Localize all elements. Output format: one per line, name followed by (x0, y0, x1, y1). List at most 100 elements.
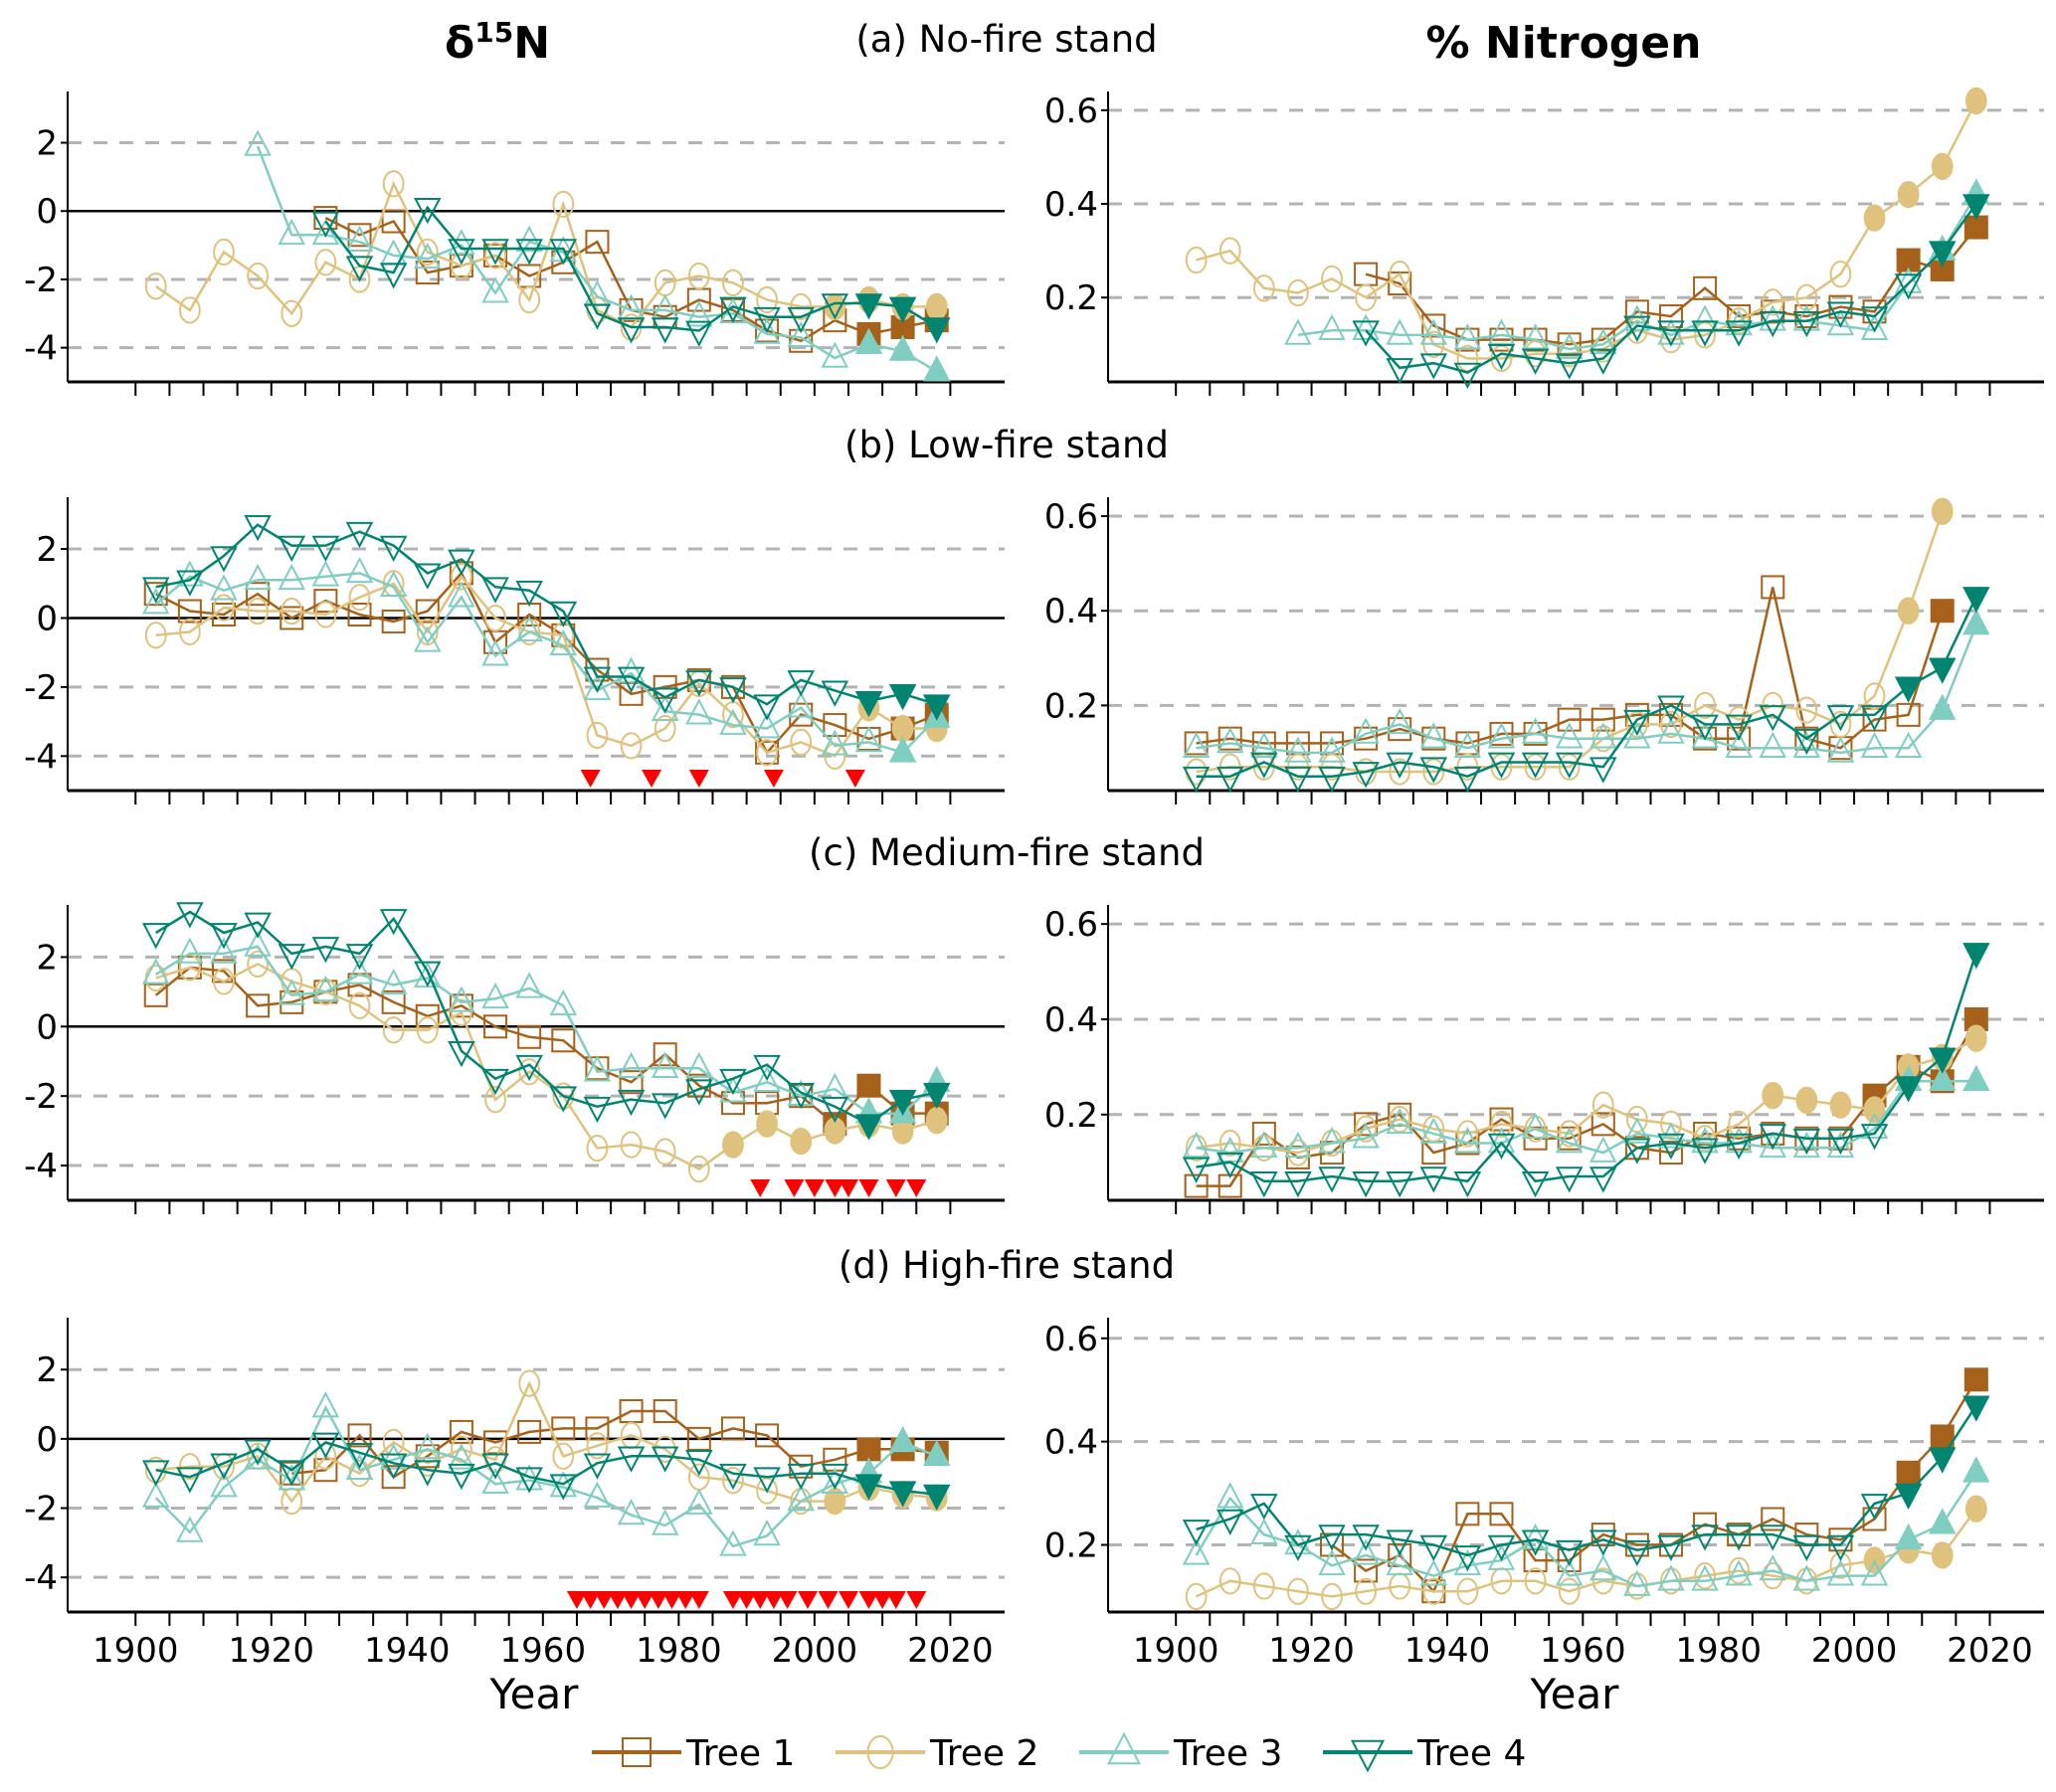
data-point (1182, 731, 1211, 758)
fire-event-marker (675, 1591, 696, 1609)
series-line (256, 145, 938, 373)
series-line (1365, 203, 1977, 374)
data-point (1456, 344, 1479, 373)
data-point (1558, 1577, 1581, 1605)
data-point (177, 955, 202, 980)
data-point (1694, 691, 1716, 720)
data-point (483, 1014, 508, 1039)
data-point (1623, 315, 1651, 342)
data-point (1182, 1157, 1211, 1183)
data-point (787, 1485, 815, 1512)
data-point (888, 334, 917, 361)
data-point (247, 262, 270, 290)
data-point (481, 982, 509, 1009)
data-point (549, 239, 578, 266)
data-point (1759, 1131, 1786, 1159)
data-point (854, 725, 883, 753)
x-tick-label: 1920 (229, 1631, 315, 1671)
fire-event-marker (906, 1591, 927, 1609)
data-point (821, 680, 849, 707)
panel-3-d15N: 2 0 -2 -4 1900 1920 1940 1960 1980 2000 2020 (24, 1318, 1005, 1671)
data-point (1657, 1122, 1685, 1149)
data-point (922, 317, 951, 344)
data-point (1964, 1024, 1987, 1052)
series-line (1196, 1079, 1976, 1155)
data-point (756, 285, 778, 314)
data-point (1795, 696, 1818, 724)
data-point (753, 317, 781, 344)
data-point (549, 601, 578, 627)
data-point (143, 983, 168, 1007)
panel-title: (c) Medium-fire stand (809, 831, 1205, 874)
data-point (854, 690, 883, 718)
fire-event-marker (825, 1179, 845, 1197)
data-point (821, 1463, 849, 1491)
fire-event-marker (839, 1179, 858, 1197)
data-point (583, 1096, 612, 1124)
data-point (1894, 731, 1923, 758)
series-line (155, 523, 938, 706)
y-tick-label: 2 (36, 530, 58, 570)
data-point (651, 694, 679, 721)
data-point (685, 1051, 713, 1079)
x-tick-label: 1920 (1268, 1631, 1355, 1671)
data-point (1419, 318, 1448, 345)
y-tick-label: 0.4 (1044, 1423, 1098, 1463)
data-point (246, 582, 271, 607)
data-point (1284, 736, 1312, 763)
y-tick-label: 0.2 (1044, 278, 1098, 318)
data-point (654, 1138, 676, 1165)
fire-event-marker (804, 1179, 825, 1197)
data-point (1829, 261, 1852, 288)
data-point (1589, 1554, 1617, 1581)
data-point (311, 937, 340, 964)
data-point (481, 639, 509, 666)
data-point (1318, 313, 1346, 340)
data-point (1555, 1559, 1584, 1586)
data-point (854, 327, 883, 355)
data-point (414, 242, 442, 269)
y-tick-label: -2 (24, 1490, 58, 1529)
fire-event-marker (661, 1591, 682, 1609)
data-point (481, 1068, 509, 1096)
data-point (856, 1073, 881, 1098)
series-tree-2 (144, 563, 948, 770)
data-point (481, 1467, 509, 1494)
data-point (348, 583, 371, 612)
data-point (1287, 278, 1309, 307)
data-point (1894, 1483, 1923, 1511)
data-point (651, 1051, 679, 1079)
data-point (415, 261, 440, 285)
data-point (1453, 323, 1482, 350)
panel-title: (a) No-fire stand (855, 18, 1157, 61)
data-point (1521, 348, 1550, 375)
data-point (1829, 1091, 1852, 1119)
data-point (620, 1131, 643, 1159)
data-point (1523, 721, 1548, 746)
fire-event-marker (858, 1179, 879, 1197)
data-point (451, 998, 472, 1026)
data-point (685, 300, 713, 327)
data-point (1963, 1367, 1988, 1392)
series-tree-1 (1184, 575, 1955, 761)
data-point (1762, 288, 1784, 316)
data-point (1759, 705, 1786, 732)
data-point (210, 923, 238, 950)
data-point (1386, 358, 1413, 385)
data-point (518, 1369, 541, 1397)
legend-marker-icon (866, 1734, 894, 1770)
data-point (719, 677, 747, 704)
y-tick-label: -4 (24, 1147, 58, 1186)
x-tick-label: 2020 (1947, 1631, 2033, 1671)
data-point (1658, 1532, 1683, 1557)
data-point (244, 1443, 272, 1470)
data-point (1963, 609, 1990, 635)
data-point (1185, 246, 1208, 274)
data-point (719, 296, 747, 323)
data-point (552, 1442, 575, 1470)
data-point (484, 242, 506, 269)
data-point (1252, 1572, 1275, 1600)
y-tick-label: 2 (36, 1350, 58, 1390)
data-point (583, 1481, 612, 1508)
data-point (176, 902, 204, 929)
